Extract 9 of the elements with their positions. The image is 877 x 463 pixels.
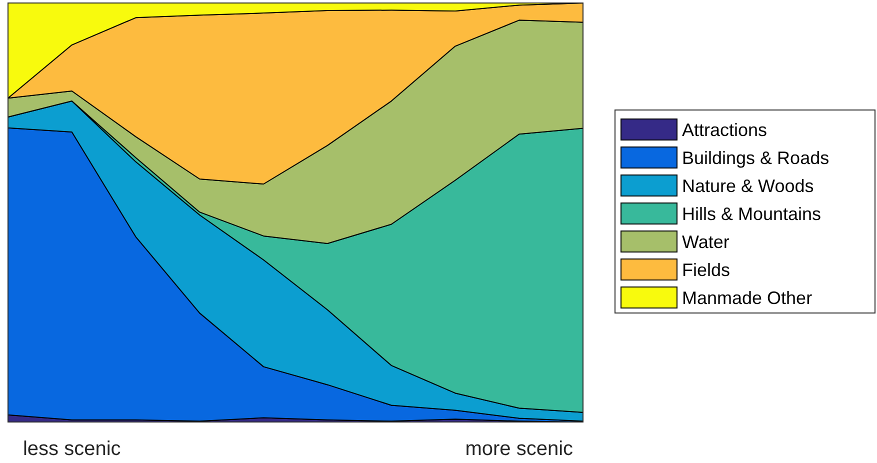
legend-label: Manmade Other [682,288,812,308]
legend-label: Nature & Woods [682,176,814,196]
x-tick-label: less scenic [22,438,121,460]
legend-label: Water [682,232,730,252]
x-tick-label: more scenic [465,438,574,460]
legend-label: Attractions [682,120,768,140]
legend-label: Buildings & Roads [682,148,830,168]
legend-label: Hills & Mountains [682,204,822,224]
legend-label: Fields [682,260,730,280]
